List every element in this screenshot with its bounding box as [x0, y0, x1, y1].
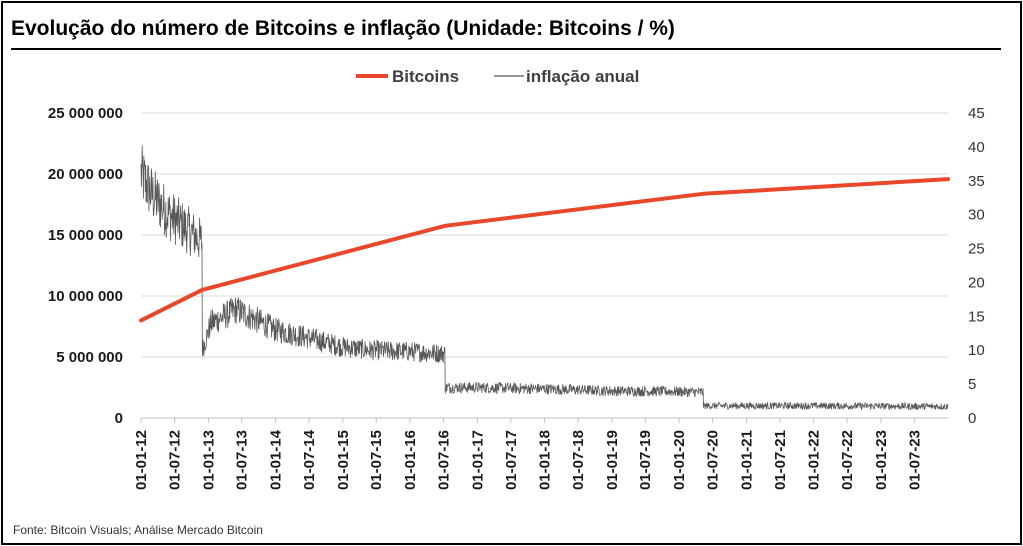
- y-right-tick-label: 20: [968, 274, 985, 291]
- y-right-tick-label: 5: [968, 376, 976, 393]
- series-line-inflacao-anual: [140, 145, 949, 411]
- x-tick-label: 01-07-18: [570, 430, 587, 490]
- y-right-tick-label: 35: [968, 173, 985, 190]
- x-tick-label: 01-07-13: [234, 430, 251, 490]
- x-tick-label: 01-07-20: [705, 430, 722, 490]
- x-tick-label: 01-07-19: [637, 430, 654, 490]
- y-right-tick-label: 45: [968, 105, 985, 122]
- x-tick-label: 01-07-16: [436, 430, 453, 490]
- x-tick-label: 01-01-23: [873, 430, 890, 490]
- legend-label-bitcoins: Bitcoins: [392, 67, 459, 86]
- x-tick-label: 01-01-17: [469, 430, 486, 490]
- y-right-tick-label: 25: [968, 241, 985, 258]
- x-tick-label: 01-01-15: [335, 430, 352, 490]
- x-tick-label: 01-01-21: [739, 430, 756, 490]
- x-tick-label: 01-01-13: [200, 430, 217, 490]
- y-left-tick-label: 5 000 000: [56, 349, 123, 366]
- y-right-tick-label: 10: [968, 342, 985, 359]
- x-tick-label: 01-01-19: [604, 430, 621, 490]
- x-tick-label: 01-07-15: [368, 430, 385, 490]
- x-tick-label: 01-01-18: [537, 430, 554, 490]
- x-tick-label: 01-07-23: [906, 430, 923, 490]
- y-left-tick-label: 20 000 000: [48, 166, 123, 183]
- x-tick-label: 01-07-12: [167, 430, 184, 490]
- y-right-tick-label: 15: [968, 308, 985, 325]
- y-right-tick-label: 30: [968, 207, 985, 224]
- y-left-tick-label: 25 000 000: [48, 105, 123, 122]
- x-tick-label: 01-01-12: [133, 430, 150, 490]
- x-tick-label: 01-01-16: [402, 430, 419, 490]
- y-right-tick-label: 40: [968, 139, 985, 156]
- x-tick-label: 01-07-21: [772, 430, 789, 490]
- x-tick-label: 01-07-22: [839, 430, 856, 490]
- x-tick-label: 01-07-17: [503, 430, 520, 490]
- source-note: Fonte: Bitcoin Visuals; Análise Mercado …: [13, 523, 263, 537]
- chart-title: Evolução do número de Bitcoins e inflaçã…: [11, 17, 675, 40]
- title-divider: [11, 48, 1001, 50]
- x-tick-label: 01-07-14: [301, 429, 318, 490]
- y-left-tick-label: 0: [115, 410, 123, 427]
- legend-label-inflacao: inflação anual: [526, 67, 639, 86]
- y-left-tick-label: 10 000 000: [48, 288, 123, 305]
- y-left-tick-label: 15 000 000: [48, 227, 123, 244]
- series-line-bitcoins: [139, 177, 950, 323]
- y-right-tick-label: 0: [968, 410, 976, 427]
- x-tick-label: 01-01-20: [671, 430, 688, 490]
- x-tick-label: 01-01-14: [268, 429, 285, 490]
- x-tick-label: 01-01-22: [806, 430, 823, 490]
